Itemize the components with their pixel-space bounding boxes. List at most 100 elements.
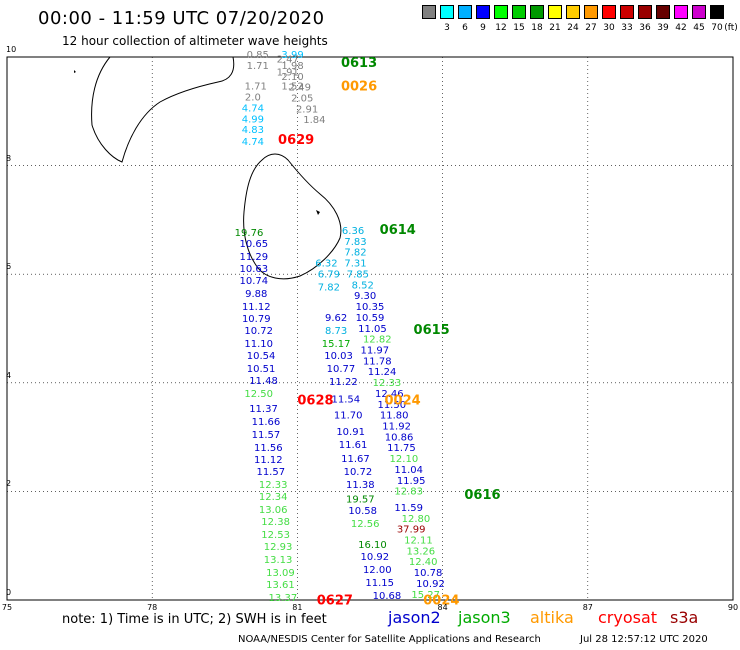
wave-height-value: 10.86 [385,432,414,443]
scale-swatch [674,5,688,19]
footnote: note: 1) Time is in UTC; 2) SWH is in fe… [62,612,327,627]
wave-height-value: 13.37 [269,593,298,604]
scale-label: 36 [639,23,651,33]
y-tick-label: 0 [6,588,12,597]
wave-height-value: 11.12 [242,302,271,313]
wave-height-value: 11.66 [252,417,281,428]
wave-height-value: 11.95 [397,476,426,487]
wave-height-value: 6.36 [342,226,364,237]
wave-height-value: 1.71 [245,82,267,93]
wave-height-value: 11.04 [394,465,423,476]
wave-height-value: 11.29 [240,252,269,263]
satellite-name: s3a [670,608,699,627]
wave-height-value: 3.99 [281,50,303,61]
x-tick-label: 81 [292,603,303,612]
wave-height-value: 12.10 [390,454,419,465]
wave-height-value: 6.79 [318,269,340,280]
wave-height-value: 1.71 [247,61,269,72]
wave-height-value: 37.99 [397,525,426,536]
pass-time-label: 0628 [297,394,333,409]
wave-height-value: 10.72 [344,467,373,478]
wave-height-value: 7.83 [344,237,366,248]
scale-label: 39 [657,23,669,33]
wave-height-value: 11.05 [358,324,387,335]
pass-time-label: 0627 [317,593,353,608]
india-coastline [91,56,235,163]
wave-height-value: 6.32 [315,259,337,270]
x-tick-label: 78 [147,603,158,612]
wave-height-value: 10.68 [373,591,402,602]
wave-height-value: 11.78 [363,356,392,367]
pass-time-label: 0024 [385,394,421,409]
scale-label: 12 [495,23,507,33]
wave-height-value: 2.10 [281,72,303,83]
scale-label: 6 [462,23,468,33]
y-tick-label: 10 [6,45,17,54]
wave-height-value: 13.06 [259,505,288,516]
wave-height-value: 12.83 [394,487,423,498]
sri-lanka-coastline [243,153,342,280]
scale-swatch [692,5,706,19]
wave-height-value: 7.82 [344,248,366,259]
map-grid [6,56,734,601]
y-tick-label: 4 [6,370,12,380]
pass-time-label: 0026 [341,80,377,95]
wave-height-value: 12.00 [363,565,392,576]
wave-height-value: 11.48 [249,376,278,387]
island-mark-2 [74,70,76,73]
pass-time-label: 0614 [380,223,416,238]
wave-height-value: 2.0 [245,92,261,103]
island-mark [316,210,320,215]
pass-time-label: 0024 [423,593,459,608]
coastline [74,56,342,280]
track-0628: 19.7610.6511.2910.6310.749.8811.1210.791… [235,228,298,604]
wave-height-value: 1.84 [303,115,325,126]
wave-height-value: 11.50 [377,400,406,411]
wave-height-labels: 0.851.712.473.991.981.912.101.522.492.05… [235,50,445,604]
satellite-name: cryosat [598,608,658,627]
x-tick-label: 87 [582,603,593,612]
satellite-name: jason2 [388,608,441,627]
wave-height-value: 10.63 [240,264,269,275]
wave-height-value: 15.27 [411,590,440,601]
wave-height-value: 2.49 [289,83,311,94]
wave-height-value: 7.31 [344,259,366,270]
wave-height-value: 4.74 [242,137,264,148]
scale-label: 42 [675,23,687,33]
wave-height-value: 10.54 [247,351,276,362]
track-0614: 6.367.837.827.316.327.856.798.527.829.30… [315,226,445,601]
wave-height-value: 10.78 [414,568,443,579]
wave-height-value: 11.10 [244,339,273,350]
x-tick-label: 90 [727,603,739,612]
wave-height-value: 10.35 [356,302,385,313]
wave-height-value: 8.73 [325,326,347,337]
wave-height-value: 10.92 [361,552,390,563]
wave-height-value: 9.62 [325,313,347,324]
wave-height-value: 13.61 [266,580,295,591]
track-0613: 0.851.712.473.991.981.912.101.522.492.05… [247,50,326,126]
wave-height-value: 2.91 [296,104,318,115]
wave-height-value: 11.37 [249,404,278,415]
wave-height-value: 12.50 [244,389,273,400]
scale-unit: (ft) [724,23,738,33]
wave-height-value: 19.57 [346,494,375,505]
wave-height-value: 10.59 [356,313,385,324]
scale-swatch [476,5,490,19]
scale-label: 30 [603,23,615,33]
wave-height-value: 8.52 [352,280,374,291]
scale-swatch [584,5,598,19]
scale-swatch [566,5,580,19]
scale-swatch [458,5,472,19]
wave-height-value: 12.93 [264,542,293,553]
scale-label: 21 [549,23,561,33]
wave-height-value: 13.09 [266,568,295,579]
pass-time-label: 0616 [464,488,500,503]
wave-height-value: 10.03 [324,351,353,362]
wave-height-value: 10.51 [247,364,276,375]
pass-time-label: 0629 [278,133,314,148]
wave-height-value: 11.57 [256,467,285,478]
wave-height-value: 10.58 [348,506,377,517]
scale-label: 70 [711,23,723,33]
credit-line: NOAA/NESDIS Center for Satellite Applica… [238,634,541,645]
wave-height-value: 13.13 [264,555,293,566]
